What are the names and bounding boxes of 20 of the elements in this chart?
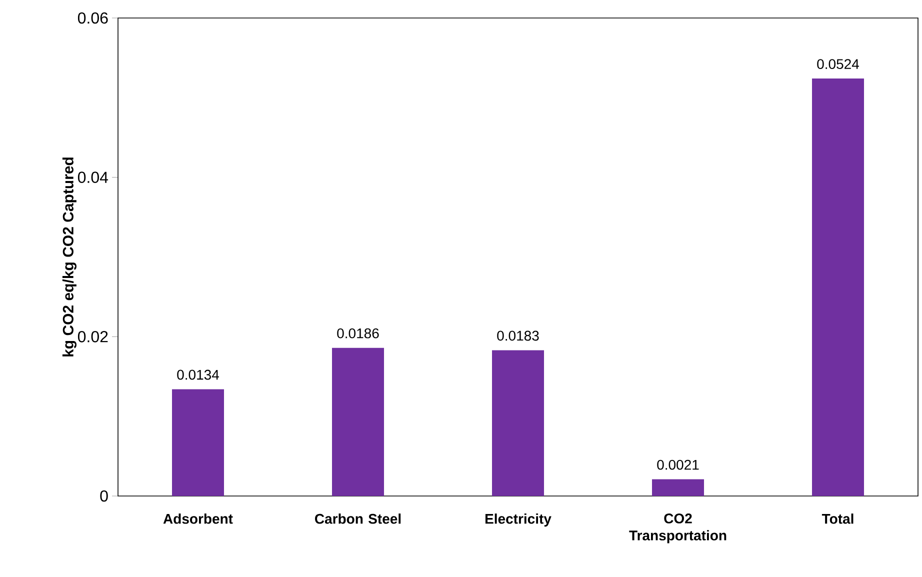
bar	[492, 350, 544, 496]
x-tick-label: Electricity	[485, 514, 552, 527]
y-tick-label: 0.02	[78, 331, 108, 342]
y-tick-label: 0.06	[78, 12, 108, 24]
bar	[172, 389, 224, 496]
x-tick-label: Adsorbent	[163, 514, 233, 524]
y-tick-label: 0.04	[78, 172, 108, 183]
data-label: 0.0186	[337, 328, 379, 338]
bar	[812, 78, 864, 496]
data-label: 0.0183	[497, 330, 539, 341]
x-tick-label: Total	[822, 514, 854, 524]
x-tick-label: CO2 Transportation	[629, 514, 726, 544]
bar	[332, 348, 384, 496]
data-label: 0.0021	[657, 460, 699, 470]
data-label: 0.0524	[817, 59, 859, 70]
y-tick-label: 0	[100, 490, 108, 502]
y-axis-title: kg CO2 eq/kg CO2 Captured	[62, 158, 76, 356]
x-tick-label: Carbon Steel	[315, 514, 401, 524]
bar	[652, 479, 704, 496]
data-label: 0.0134	[177, 370, 219, 380]
